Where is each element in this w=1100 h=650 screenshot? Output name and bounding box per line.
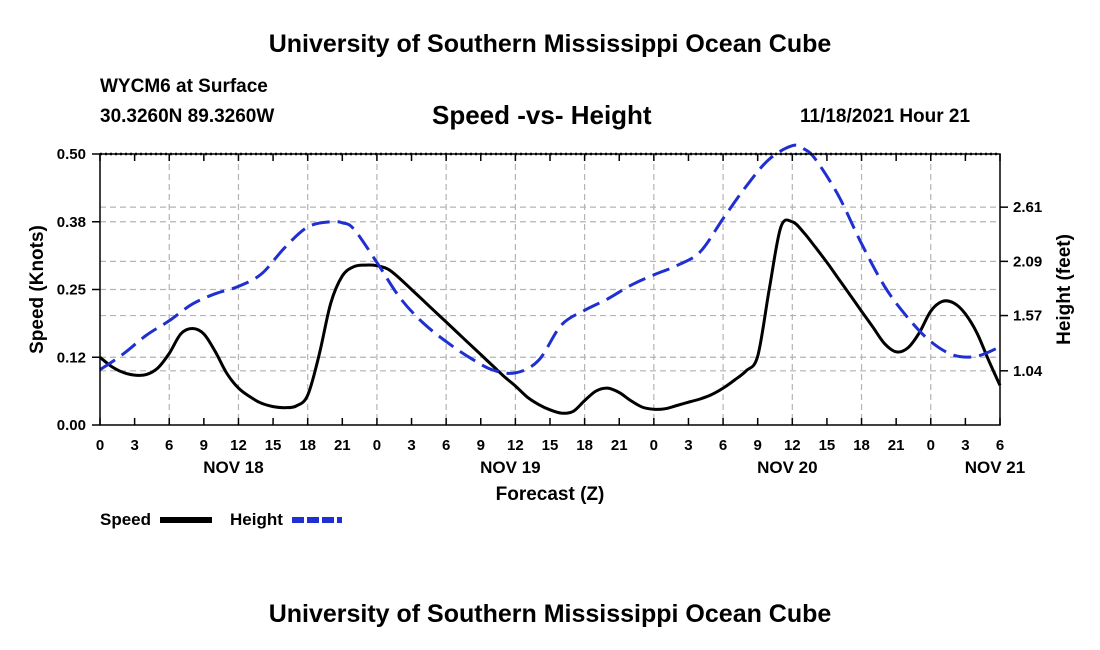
- x-tick-label: 0: [650, 437, 658, 454]
- station-coordinates: 30.3260N 89.3260W: [100, 106, 275, 127]
- series-speed-line: [99, 218, 1002, 415]
- legend-label-height: Height: [230, 510, 283, 529]
- grid-lines: [100, 154, 1000, 425]
- x-tick-label: 9: [477, 437, 485, 454]
- x-tick-label: 0: [96, 437, 104, 454]
- x-date-label: NOV 18: [203, 458, 263, 477]
- y2-axis-label: Height (feet): [1054, 234, 1075, 345]
- x-tick-label: 15: [265, 437, 282, 454]
- y2-tick-label: 2.61: [1013, 199, 1042, 216]
- x-tick-label: 3: [407, 437, 415, 454]
- x-tick-label: 0: [373, 437, 381, 454]
- x-tick-label: 15: [542, 437, 559, 454]
- x-date-label: NOV 19: [480, 458, 540, 477]
- x-tick-label: 18: [853, 437, 870, 454]
- series-height-line: [99, 143, 1001, 375]
- station-label: WYCM6 at Surface: [100, 76, 268, 97]
- x-tick-label: 3: [130, 437, 138, 454]
- series-lines: [99, 143, 1002, 415]
- x-tick-label: 21: [611, 437, 628, 454]
- x-tick-label: 6: [442, 437, 450, 454]
- x-tick-label: 21: [888, 437, 905, 454]
- x-tick-label: 21: [334, 437, 351, 454]
- forecast-datetime: 11/18/2021 Hour 21: [800, 106, 971, 127]
- x-date-label: NOV 21: [965, 458, 1025, 477]
- y2-tick-label: 1.57: [1013, 308, 1042, 325]
- x-date-label: NOV 20: [757, 458, 817, 477]
- x-tick-label: 15: [819, 437, 836, 454]
- page-footer-title: University of Southern Mississippi Ocean…: [268, 600, 832, 628]
- chart-title: Speed -vs- Height: [432, 100, 652, 130]
- x-tick-label: 3: [961, 437, 969, 454]
- x-tick-label: 6: [719, 437, 727, 454]
- legend: Speed Height: [100, 510, 342, 529]
- x-tick-label: 12: [784, 437, 801, 454]
- y-axis-label: Speed (Knots): [27, 225, 48, 354]
- x-tick-label: 12: [230, 437, 247, 454]
- y2-tick-label: 1.04: [1013, 363, 1043, 380]
- x-tick-label: 18: [299, 437, 316, 454]
- x-tick-label: 18: [576, 437, 593, 454]
- x-axis-label: Forecast (Z): [496, 484, 605, 505]
- x-tick-label: 3: [684, 437, 692, 454]
- y-tick-label: 0.12: [57, 349, 86, 366]
- x-tick-label: 6: [165, 437, 173, 454]
- y-tick-label: 0.00: [57, 417, 86, 434]
- x-tick-label: 6: [996, 437, 1004, 454]
- y-tick-label: 0.25: [57, 282, 86, 299]
- axes: 0 3 6 9 12 15 18 21 0 3 6 9 12 15 18 21 0 3 6 9 12 15 18 21 0 3 6 N…: [57, 146, 1043, 477]
- page-title: University of Southern Mississippi Ocean…: [268, 30, 832, 58]
- y-tick-label: 0.38: [57, 214, 86, 231]
- legend-label-speed: Speed: [100, 510, 151, 529]
- y2-tick-label: 2.09: [1013, 253, 1042, 270]
- x-tick-label: 9: [754, 437, 762, 454]
- x-tick-label: 12: [507, 437, 524, 454]
- y-tick-label: 0.50: [57, 146, 86, 163]
- x-tick-label: 9: [200, 437, 208, 454]
- x-tick-label: 0: [927, 437, 935, 454]
